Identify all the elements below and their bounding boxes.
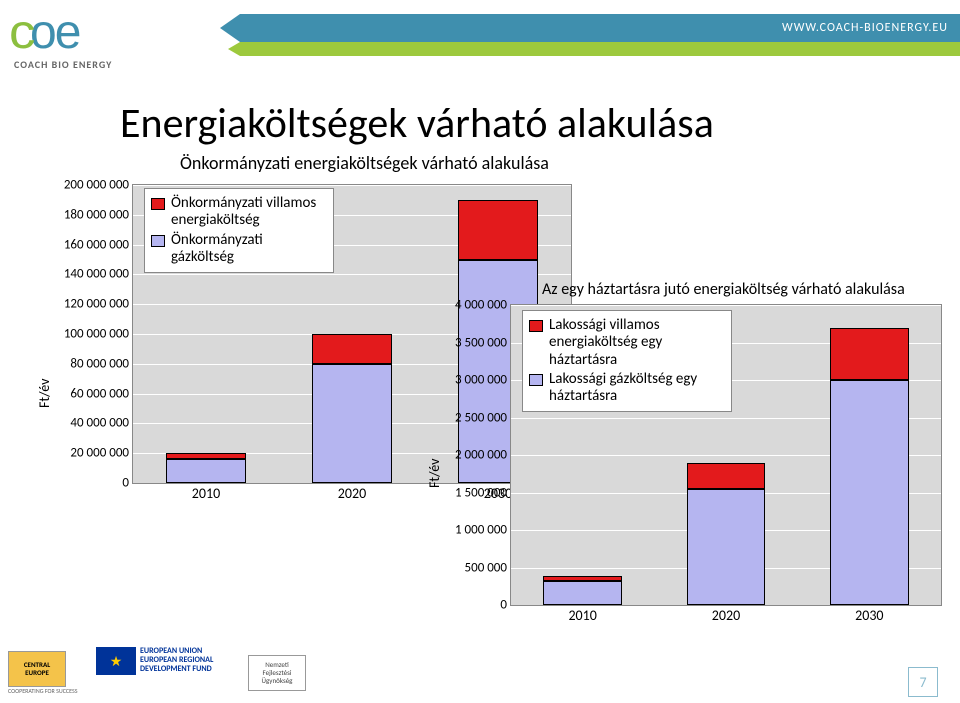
y-tick: 3 000 000 bbox=[455, 373, 511, 388]
footer-logo-central-europe: CENTRAL EUROPE COOPERATING FOR SUCCESS bbox=[8, 647, 78, 699]
header-bar-arrow-icon bbox=[220, 14, 240, 42]
footer-logo-nfu: NemzetiFejlesztésiÜgynökség bbox=[248, 647, 306, 699]
logo-subtitle: COACH BIO ENERGY bbox=[14, 58, 112, 71]
y-tick: 4 000 000 bbox=[455, 298, 511, 313]
chart1-title: Önkormányzati energiaköltségek várható a… bbox=[180, 152, 549, 174]
legend-swatch-electric bbox=[529, 320, 543, 332]
chart2-legend-electric: Lakossági villamos energiaköltség egy há… bbox=[529, 317, 725, 369]
chart1-y-label: Ft/év bbox=[36, 379, 53, 409]
page-title: Energiaköltségek várható alakulása bbox=[120, 98, 714, 149]
y-tick: 160 000 000 bbox=[64, 237, 133, 252]
bar-electric bbox=[312, 334, 392, 364]
x-tick: 2030 bbox=[855, 605, 883, 624]
y-tick: 60 000 000 bbox=[70, 386, 133, 401]
y-tick: 1 000 000 bbox=[455, 523, 511, 538]
header-url: WWW.COACH-BIOENERGY.EU bbox=[240, 14, 960, 42]
bar-electric bbox=[458, 200, 538, 260]
legend-label-gas: Lakossági gázköltség egy háztartásra bbox=[549, 371, 697, 406]
footer-eu-text: EUROPEAN UNION EUROPEAN REGIONAL DEVELOP… bbox=[140, 647, 213, 699]
legend-label-electric: Önkormányzati villamos energiaköltség bbox=[171, 195, 316, 230]
chart1-legend: Önkormányzati villamos energiaköltség Ön… bbox=[144, 188, 334, 273]
y-tick: 0 bbox=[500, 598, 511, 613]
bar-gas bbox=[312, 364, 392, 483]
legend-label-gas: Önkormányzati gázköltség bbox=[171, 232, 263, 267]
legend-swatch-gas bbox=[151, 235, 165, 247]
y-tick: 20 000 000 bbox=[70, 446, 133, 461]
chart1-legend-gas: Önkormányzati gázköltség bbox=[151, 232, 327, 267]
legend-swatch-gas bbox=[529, 374, 543, 386]
x-tick: 2020 bbox=[338, 483, 366, 502]
bar-electric bbox=[166, 453, 246, 459]
logo: coe bbox=[10, 5, 79, 60]
header: coe COACH BIO ENERGY WWW.COACH-BIOENERGY… bbox=[0, 0, 960, 88]
header-bar-arrow2-icon bbox=[228, 42, 240, 56]
chart-household: Az egy háztartásra jutó energiaköltség v… bbox=[430, 278, 950, 638]
y-tick: 200 000 000 bbox=[64, 178, 133, 193]
y-tick: 3 500 000 bbox=[455, 335, 511, 350]
x-tick: 2010 bbox=[192, 483, 220, 502]
page-number: 7 bbox=[908, 667, 938, 697]
y-tick: 100 000 000 bbox=[64, 327, 133, 342]
bar-electric bbox=[830, 328, 909, 381]
y-tick: 180 000 000 bbox=[64, 207, 133, 222]
bar-electric bbox=[543, 576, 622, 581]
x-tick: 2020 bbox=[712, 605, 740, 624]
bar-gas bbox=[543, 581, 622, 605]
y-tick: 2 500 000 bbox=[455, 410, 511, 425]
footer-ce-box: CENTRAL EUROPE bbox=[8, 651, 66, 687]
footer: CENTRAL EUROPE COOPERATING FOR SUCCESS ★… bbox=[0, 641, 960, 703]
bar-gas bbox=[687, 489, 766, 605]
chart1-legend-electric: Önkormányzati villamos energiaköltség bbox=[151, 195, 327, 230]
y-tick: 80 000 000 bbox=[70, 356, 133, 371]
x-tick: 2010 bbox=[568, 605, 596, 624]
bar-electric bbox=[687, 463, 766, 489]
header-bar: WWW.COACH-BIOENERGY.EU bbox=[240, 14, 960, 56]
eu-flag-icon: ★ bbox=[96, 647, 136, 675]
footer-logo-eu: ★ EUROPEAN UNION EUROPEAN REGIONAL DEVEL… bbox=[96, 647, 213, 699]
y-tick: 120 000 000 bbox=[64, 297, 133, 312]
legend-swatch-electric bbox=[151, 198, 165, 210]
chart2-legend-gas: Lakossági gázköltség egy háztartásra bbox=[529, 371, 725, 406]
chart2-y-label: Ft/év bbox=[426, 459, 443, 489]
bar-gas bbox=[166, 459, 246, 483]
logo-rest: oe bbox=[30, 6, 79, 59]
footer-nfu-box: NemzetiFejlesztésiÜgynökség bbox=[248, 655, 306, 691]
y-tick: 40 000 000 bbox=[70, 416, 133, 431]
y-tick: 500 000 bbox=[465, 560, 511, 575]
legend-label-electric: Lakossági villamos energiaköltség egy há… bbox=[549, 317, 662, 369]
chart2-title: Az egy háztartásra jutó energiaköltség v… bbox=[542, 280, 905, 299]
y-tick: 2 000 000 bbox=[455, 448, 511, 463]
logo-mark: c bbox=[9, 5, 31, 60]
chart2-legend: Lakossági villamos energiaköltség egy há… bbox=[522, 310, 732, 412]
y-tick: 140 000 000 bbox=[64, 267, 133, 282]
header-bar-green bbox=[240, 42, 960, 56]
y-tick: 1 500 000 bbox=[455, 485, 511, 500]
y-tick: 0 bbox=[122, 476, 133, 491]
bar-gas bbox=[830, 380, 909, 605]
